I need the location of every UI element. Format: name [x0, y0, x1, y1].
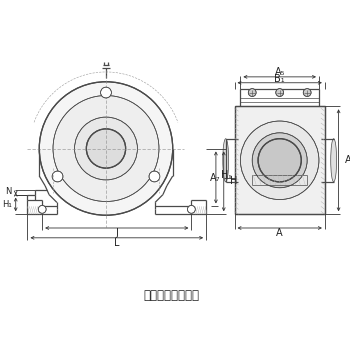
Text: A₅: A₅	[274, 67, 285, 77]
Text: L: L	[114, 238, 120, 248]
FancyBboxPatch shape	[234, 106, 325, 214]
Circle shape	[53, 96, 159, 202]
Circle shape	[240, 121, 319, 200]
Circle shape	[303, 89, 311, 97]
Ellipse shape	[223, 139, 229, 182]
Circle shape	[248, 89, 256, 97]
Circle shape	[100, 87, 111, 98]
Circle shape	[75, 117, 138, 180]
Text: H: H	[230, 176, 237, 187]
Circle shape	[86, 129, 126, 168]
Text: H₁: H₁	[2, 200, 12, 209]
Circle shape	[276, 89, 284, 97]
Text: A₇: A₇	[210, 173, 221, 183]
Circle shape	[188, 205, 195, 213]
Circle shape	[149, 171, 160, 182]
Text: J: J	[116, 228, 118, 238]
Text: A: A	[344, 155, 350, 165]
Circle shape	[38, 205, 46, 213]
Circle shape	[252, 133, 307, 188]
Text: B₁: B₁	[274, 74, 285, 84]
Text: N: N	[5, 187, 12, 196]
Circle shape	[39, 82, 173, 215]
Text: A: A	[276, 228, 283, 238]
Ellipse shape	[331, 139, 337, 182]
Text: 鋳鉄製カバー付き: 鋳鉄製カバー付き	[144, 289, 200, 302]
Text: Hₛ: Hₛ	[221, 169, 232, 180]
Circle shape	[258, 139, 301, 182]
Circle shape	[52, 171, 63, 182]
